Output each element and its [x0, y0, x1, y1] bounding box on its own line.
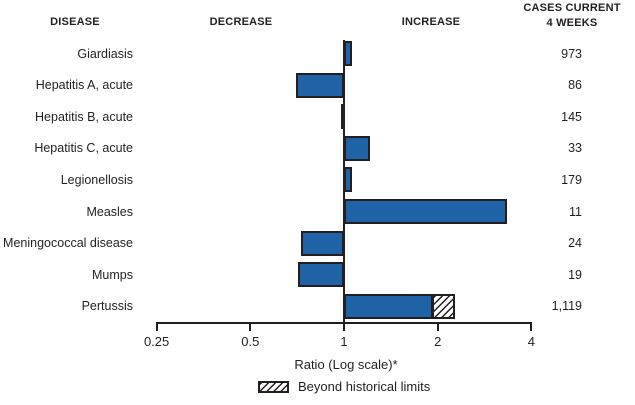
column-header-cases-line1: CASES CURRENT	[523, 2, 621, 14]
x-tick-mark	[436, 322, 439, 331]
x-tick-mark	[530, 322, 533, 331]
x-tick-mark	[249, 322, 252, 331]
ratio-bar	[344, 167, 352, 193]
ratio-bar	[301, 230, 344, 256]
x-tick-mark	[155, 322, 158, 331]
disease-label: Measles	[86, 204, 133, 219]
disease-label: Giardiasis	[77, 46, 133, 61]
x-tick-mark	[343, 322, 345, 331]
ratio-bar	[295, 72, 344, 98]
x-tick-label: 1	[340, 334, 348, 349]
column-header-disease: DISEASE	[50, 16, 100, 28]
cases-value: 973	[561, 46, 582, 61]
disease-label: Hepatitis B, acute	[35, 109, 133, 124]
x-tick-label: 0.25	[143, 334, 170, 349]
cases-value: 19	[568, 267, 582, 282]
ratio-bar	[344, 293, 433, 319]
x-tick-label: 4	[527, 334, 535, 349]
beyond-limits-bar	[431, 293, 455, 319]
baseline-ratio-1-line	[343, 40, 345, 331]
disease-label: Meningococcal disease	[3, 236, 133, 251]
disease-label: Mumps	[92, 267, 133, 282]
ratio-bar	[297, 262, 344, 288]
cases-value: 24	[568, 236, 582, 251]
cases-value: 179	[561, 172, 582, 187]
beyond-historical-limits-swatch	[258, 381, 289, 393]
x-tick-label: 2	[434, 334, 442, 349]
x-axis-title: Ratio (Log scale)*	[294, 357, 398, 372]
disease-label: Hepatitis C, acute	[34, 141, 133, 156]
cases-value: 145	[561, 109, 582, 124]
column-header-cases-line2: 4 WEEKS	[546, 17, 598, 29]
ratio-bar	[344, 135, 370, 161]
ratio-bar	[344, 41, 352, 66]
disease-label: Pertussis	[81, 299, 133, 314]
legend-label: Beyond historical limits	[298, 379, 431, 394]
ratio-bar	[344, 199, 508, 224]
cases-value: 11	[569, 204, 582, 219]
x-tick-label: 0.5	[241, 334, 260, 349]
column-header-decrease: DECREASE	[209, 16, 273, 28]
cases-value: 1,119	[551, 299, 582, 314]
cases-value: 33	[568, 141, 582, 156]
disease-label: Hepatitis A, acute	[35, 78, 133, 93]
disease-label: Legionellosis	[60, 172, 133, 187]
cases-value: 86	[568, 78, 582, 93]
column-header-increase: INCREASE	[401, 16, 461, 28]
